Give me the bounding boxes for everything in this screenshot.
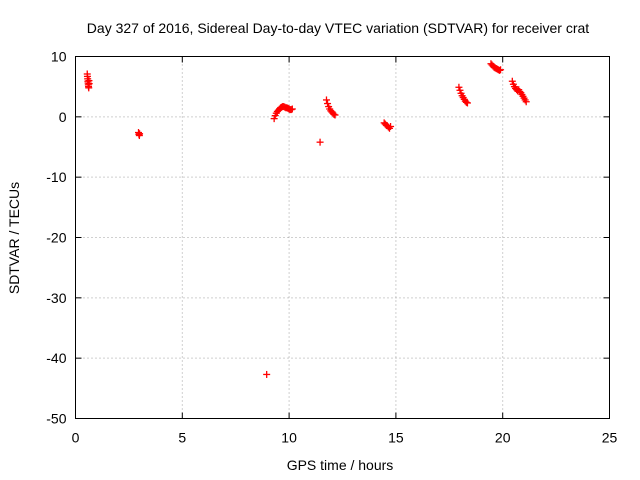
data-point [456,86,464,94]
y-tick-label: 10 [51,49,67,65]
y-tick-label: 0 [59,109,67,125]
data-point [85,80,93,88]
data-point [136,130,144,138]
data-points [83,60,530,378]
y-tick-label: -10 [46,169,66,185]
y-axis-label: SDTVAR / TECUs [6,182,22,294]
x-tick-label: 15 [388,430,404,446]
data-point [455,83,463,91]
data-point [387,122,395,130]
chart-title: Day 327 of 2016, Sidereal Day-to-day VTE… [87,20,589,36]
x-tick-label: 25 [602,430,618,446]
plot-frame [75,56,610,419]
x-tick-label: 0 [72,430,80,446]
data-point [263,370,271,378]
grid [75,56,610,419]
data-point [322,96,330,104]
x-tick-label: 20 [495,430,511,446]
data-point [331,111,339,119]
data-point [508,77,516,85]
data-point [497,66,505,74]
data-point [288,105,296,113]
data-point [463,99,471,107]
data-point [316,138,324,146]
data-point [324,100,332,108]
y-tick-label: -50 [46,411,66,427]
x-axis-label: GPS time / hours [287,457,394,473]
y-tick-label: -30 [46,290,66,306]
y-tick-label: -20 [46,230,66,246]
tick-labels: 0 5 10 15 20 25 -50 -40 -30 -20 -10 0 10 [46,49,617,446]
x-tick-label: 5 [178,430,186,446]
data-point [522,98,530,106]
data-point [270,115,278,123]
y-tick-label: -40 [46,350,66,366]
x-tick-label: 10 [281,430,297,446]
